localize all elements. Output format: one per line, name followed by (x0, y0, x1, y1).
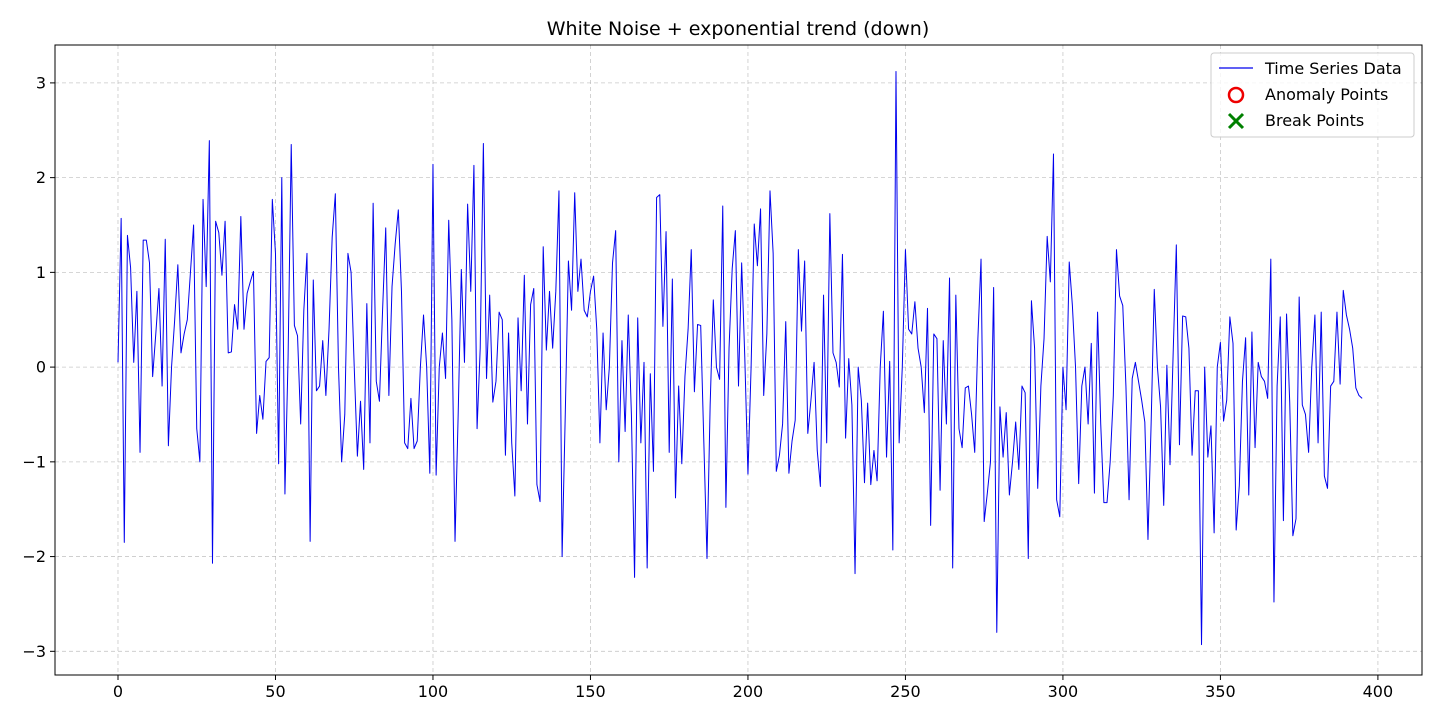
x-tick-label: 0 (113, 682, 123, 701)
x-tick-label: 350 (1205, 682, 1236, 701)
x-tick-label: 300 (1048, 682, 1079, 701)
legend-label-break: Break Points (1265, 111, 1364, 130)
x-tick-label: 400 (1363, 682, 1394, 701)
y-tick-label: 1 (36, 263, 46, 282)
chart-title: White Noise + exponential trend (down) (547, 18, 930, 40)
x-tick-label: 250 (890, 682, 921, 701)
legend-label-anomaly: Anomaly Points (1265, 85, 1388, 104)
series-layer (117, 71, 1363, 646)
x-tick-label: 200 (733, 682, 764, 701)
y-tick-label: −3 (22, 642, 46, 661)
y-tick-label: 2 (36, 168, 46, 187)
legend-box (1210, 52, 1415, 138)
x-tick-label: 150 (575, 682, 606, 701)
x-tick-label: 100 (418, 682, 449, 701)
legend-x-marker (1227, 112, 1245, 130)
axis-ticks: 0 50 100 150 200 250 300 350 400 −3 −2 −1 0 1 2 3 (22, 73, 1393, 701)
legend-label-time-series: Time Series Data (1264, 59, 1402, 78)
y-tick-label: 3 (36, 73, 46, 92)
x-tick-label: 50 (265, 682, 285, 701)
y-tick-label: 0 (36, 358, 46, 377)
y-tick-label: −1 (22, 452, 46, 471)
y-tick-label: −2 (22, 547, 46, 566)
legend: Time Series Data Anomaly Points Break Po… (1210, 52, 1415, 138)
legend-circle-marker (1227, 86, 1245, 104)
series-line-time-series-data (117, 71, 1363, 646)
plot-area-border (54, 44, 1423, 676)
